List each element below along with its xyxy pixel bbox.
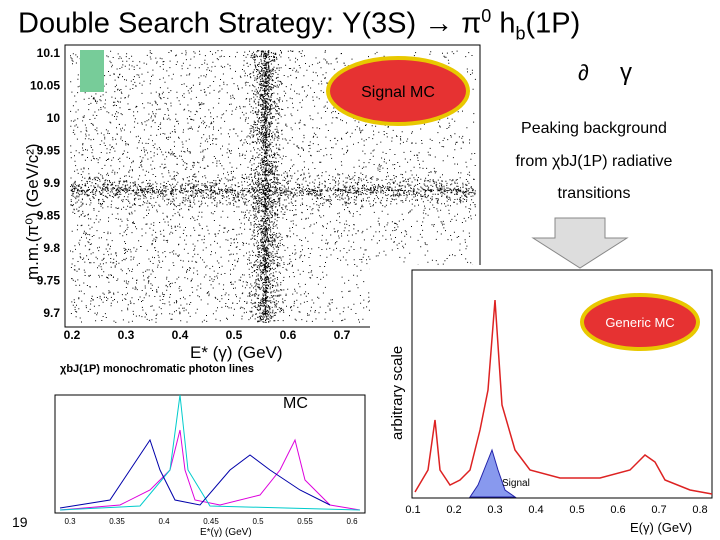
generic-y-label: arbitrary scale [389, 346, 406, 440]
mc-curve [59, 438, 331, 509]
signal-hist [469, 448, 517, 498]
generic-tick-label: 0.7 [651, 504, 666, 516]
note-line: transitions [558, 185, 631, 202]
note-line: from χbJ(1P) radiative [516, 153, 673, 170]
mc-tick-label: 0.3 [64, 517, 76, 526]
generic-mc-label: Generic MC [605, 315, 674, 330]
x-axis-label: E* (γ) (GeV) [190, 343, 283, 362]
generic-x-label: E(γ) (GeV) [630, 520, 692, 535]
scatter-dots [70, 50, 476, 323]
x-tick-label: 0.2 [64, 328, 81, 342]
y-tick-label: 9.8 [43, 241, 60, 255]
signal-oval [326, 56, 470, 126]
generic-tick-label: 0.5 [569, 504, 584, 516]
mc-tick-label: 0.35 [109, 517, 125, 526]
arrow [531, 217, 629, 269]
y-tick-label: 9.7 [43, 306, 60, 320]
generic-tick-label: 0.8 [692, 504, 707, 516]
generic-tick-label: 0.6 [610, 504, 625, 516]
mc-tick-label: 0.55 [297, 517, 313, 526]
generic-oval [580, 293, 700, 351]
icon [80, 50, 104, 92]
generic-tick-label: 0.4 [528, 504, 543, 516]
mc-tick-label: 0.5 [252, 517, 264, 526]
y-tick-label: 10 [47, 111, 61, 125]
slide-title: Double Search Strategy: Υ(3S) → π0 hb(1P… [18, 6, 580, 44]
generic-tick-label: 0.3 [487, 504, 502, 516]
mc-frame [54, 394, 366, 514]
title-text: Double Search Strategy: Υ(3S) → π [18, 7, 482, 40]
generic-tick-label: 0.1 [405, 504, 420, 516]
title-sup: 0 [481, 6, 492, 26]
y-tick-label: 10.1 [37, 46, 61, 60]
mc-title: χbJ(1P) monochromatic photon lines [60, 363, 254, 375]
mc-x-label: E*(γ) (GeV) [200, 527, 252, 538]
mc-tick-label: 0.45 [203, 517, 219, 526]
corner-gamma: γ [620, 59, 632, 86]
mc-tick-label: 0.6 [346, 517, 358, 526]
signal-label: Signal [502, 478, 530, 489]
y-axis-label: m.m.(π⁰) (GeV/c²) [23, 143, 42, 280]
y-tick-label: 9.9 [43, 176, 60, 190]
y-tick-label: 10.05 [30, 79, 60, 93]
generic-frame [411, 269, 713, 499]
note-box [488, 105, 700, 217]
page-number: 19 [12, 514, 28, 530]
x-tick-label: 0.6 [280, 328, 297, 342]
y-tick-label: 9.75 [37, 274, 61, 288]
mc-tick-label: 0.4 [158, 517, 170, 526]
mc-label: MC [283, 395, 308, 412]
x-tick-label: 0.5 [226, 328, 243, 342]
x-tick-label: 0.4 [172, 328, 189, 342]
note-line: Peaking background [521, 120, 667, 137]
x-tick-label: 0.3 [118, 328, 135, 342]
wave-icon: ∂ [578, 60, 589, 85]
mc-curve [59, 394, 361, 511]
generic-curve [414, 299, 713, 495]
y-tick-label: 9.85 [37, 209, 61, 223]
title-sub: b [515, 23, 526, 44]
x-tick-label: 0.7 [334, 328, 351, 342]
title-text: h [491, 7, 516, 40]
signal-mc-label: Signal MC [361, 84, 435, 101]
title-text: (1P) [525, 7, 581, 40]
y-tick-label: 9.95 [37, 144, 61, 158]
generic-tick-label: 0.2 [446, 504, 461, 516]
